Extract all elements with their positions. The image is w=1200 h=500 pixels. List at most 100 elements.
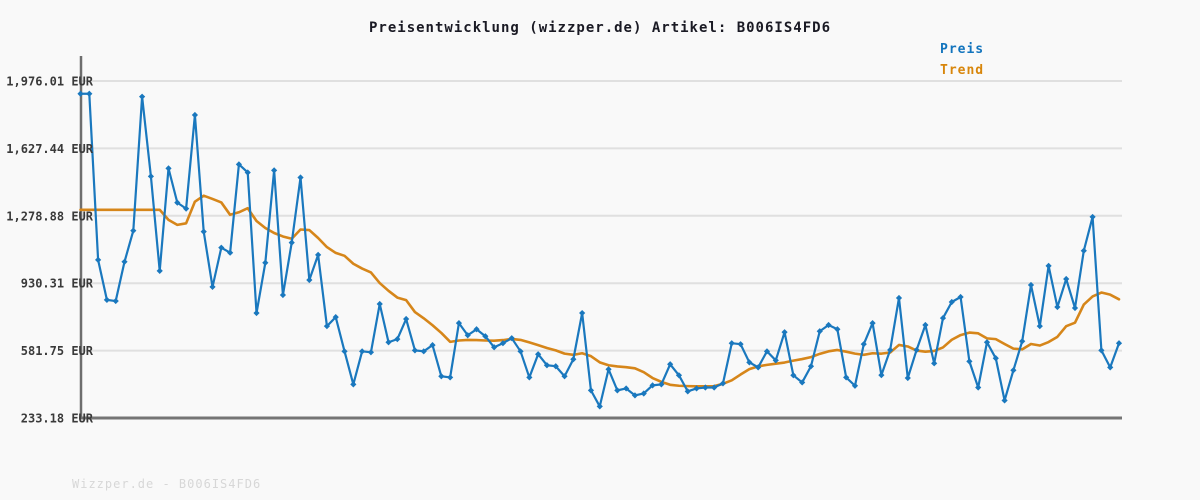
price-point-marker <box>174 199 181 206</box>
price-point-marker <box>834 326 841 333</box>
price-point-marker <box>931 360 938 367</box>
price-point-marker <box>86 90 93 97</box>
price-point-marker <box>499 340 507 347</box>
price-point-marker <box>411 347 419 354</box>
price-point-marker <box>464 332 471 339</box>
price-point-marker <box>95 256 102 263</box>
price-point-marker <box>851 382 859 389</box>
price-point-marker <box>235 161 243 168</box>
price-point-marker <box>860 341 867 348</box>
price-point-marker <box>878 372 885 379</box>
price-point-marker <box>799 379 806 386</box>
price-series <box>77 90 1123 410</box>
price-point-marker <box>781 329 788 336</box>
price-point-marker <box>1115 340 1123 347</box>
price-point-marker <box>711 384 718 391</box>
price-point-marker <box>552 363 559 370</box>
price-point-marker <box>455 319 463 327</box>
price-point-marker <box>631 392 639 399</box>
watermark: Wizzper.de - B006IS4FD6 <box>72 477 262 491</box>
price-point-marker <box>869 319 876 327</box>
price-point-marker <box>77 90 84 97</box>
price-point-marker <box>447 374 454 381</box>
y-tick-label: 1,627.44 EUR <box>6 142 93 156</box>
price-point-marker <box>649 382 656 389</box>
y-axis-tick-labels: 1,976.01 EUR 1,627.44 EUR 1,278.88 EUR 930.… <box>6 75 93 426</box>
price-point-marker <box>271 167 278 174</box>
price-point-marker <box>473 326 480 333</box>
price-point-marker <box>1080 247 1087 254</box>
price-point-marker <box>385 339 392 346</box>
price-point-marker <box>244 169 251 176</box>
price-point-marker <box>218 244 225 251</box>
price-point-marker <box>640 390 647 397</box>
price-point-marker <box>156 267 163 274</box>
price-point-marker <box>895 294 903 302</box>
price-point-marker <box>341 348 348 355</box>
price-point-marker <box>508 335 515 342</box>
y-tick-label: 233.18 EUR <box>21 412 94 426</box>
price-point-marker <box>429 342 436 349</box>
price-point-marker <box>279 291 287 299</box>
price-point-marker <box>816 328 823 335</box>
price-point-marker <box>1001 397 1008 404</box>
axes <box>79 56 1122 420</box>
price-point-marker <box>922 321 929 329</box>
price-point-marker <box>209 283 216 291</box>
price-point-marker <box>614 387 621 394</box>
price-point-marker <box>147 173 155 180</box>
price-point-marker <box>191 111 199 119</box>
legend: Preis Trend <box>940 39 984 81</box>
price-point-marker <box>702 384 709 391</box>
price-point-marker <box>1045 262 1052 269</box>
price-point-marker <box>200 228 207 235</box>
price-point-marker <box>737 341 744 348</box>
price-point-marker <box>262 259 269 266</box>
price-point-marker <box>306 276 313 284</box>
price-point-marker <box>183 205 190 212</box>
price-point-marker <box>728 340 735 347</box>
price-point-marker <box>121 258 128 265</box>
price-point-marker <box>482 333 489 340</box>
price-point-marker <box>755 364 762 371</box>
y-tick-label: 1,278.88 EUR <box>6 209 93 223</box>
price-point-marker <box>561 373 568 380</box>
price-point-marker <box>904 374 911 382</box>
price-point-marker <box>112 297 119 305</box>
price-point-marker <box>975 384 982 391</box>
price-point-marker <box>376 300 383 308</box>
price-point-marker <box>1071 304 1079 312</box>
price-point-marker <box>887 346 894 354</box>
price-point-marker <box>693 385 700 392</box>
price-point-marker <box>1036 323 1043 330</box>
price-point-marker <box>843 374 850 381</box>
price-point-marker <box>1027 281 1035 289</box>
price-point-marker <box>1089 213 1096 221</box>
price-point-marker <box>517 348 524 355</box>
y-tick-label: 930.31 EUR <box>21 277 94 291</box>
y-tick-label: 581.75 EUR <box>21 344 94 358</box>
price-point-marker <box>403 315 410 323</box>
price-point-marker <box>719 380 727 387</box>
price-point-marker <box>1063 275 1070 283</box>
price-point-marker <box>658 381 665 388</box>
gridlines <box>80 80 1122 352</box>
price-point-marker <box>825 321 832 329</box>
legend-item-trend: Trend <box>940 63 985 78</box>
price-point-marker <box>394 336 401 343</box>
price-point-marker <box>139 93 146 100</box>
price-point-marker <box>1019 338 1026 345</box>
price-point-marker <box>939 314 947 322</box>
price-point-marker <box>367 349 375 356</box>
price-point-marker <box>966 358 973 365</box>
price-point-marker <box>684 388 691 395</box>
price-point-marker <box>491 344 498 351</box>
price-point-marker <box>323 323 331 330</box>
price-point-marker <box>1098 347 1105 354</box>
price-point-marker <box>253 309 260 317</box>
price-point-marker <box>807 363 815 370</box>
price-point-marker <box>587 387 595 394</box>
price-point-marker <box>1107 364 1114 371</box>
price-point-marker <box>763 348 771 355</box>
